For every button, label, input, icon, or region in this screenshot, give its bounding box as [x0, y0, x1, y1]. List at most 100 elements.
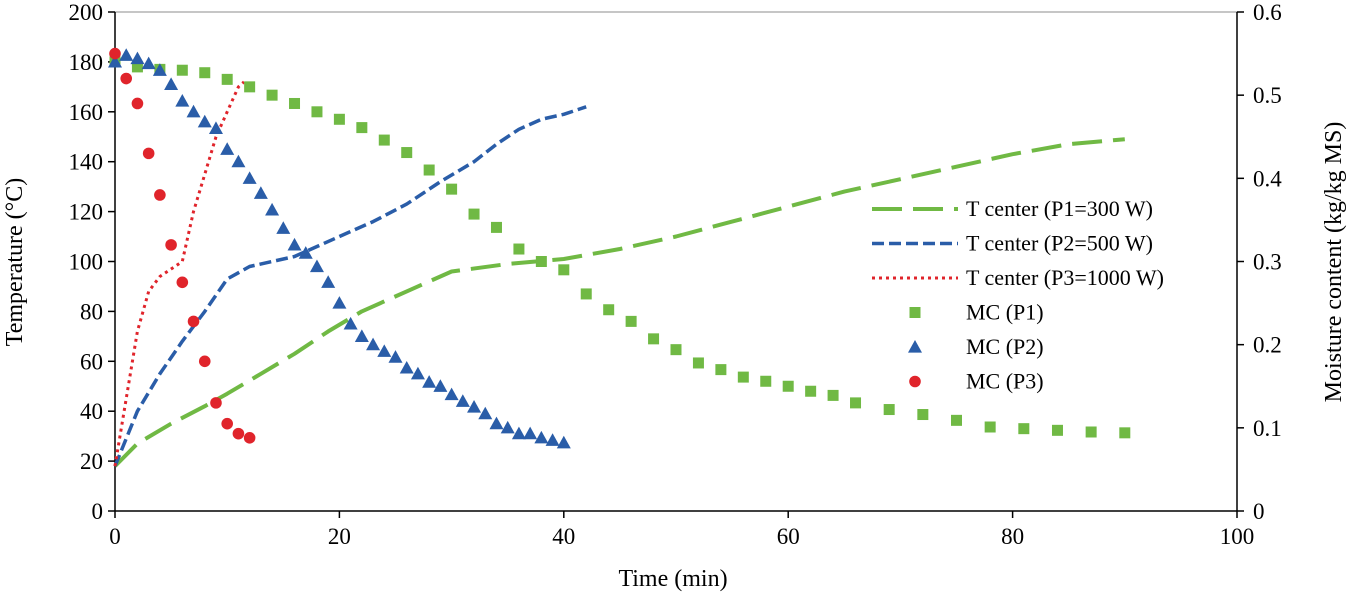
series-line-t-center-p1-300-w [113, 137, 1125, 468]
y2-tick-label: 0.2 [1253, 333, 1282, 358]
data-point-mc-p1 [580, 288, 592, 300]
data-point-mc-p1 [266, 89, 278, 101]
data-point-mc-p3 [131, 97, 144, 110]
x-tick-label: 80 [1001, 524, 1024, 549]
data-point-mc-p1 [670, 344, 682, 356]
y-tick-label: 80 [80, 299, 103, 324]
series-line-t-center-p3-1000-w [113, 80, 245, 467]
data-point-mc-p2 [343, 316, 358, 330]
data-point-mc-p1 [446, 183, 458, 195]
data-point-mc-p2 [253, 186, 268, 199]
data-point-mc-p1 [311, 106, 323, 118]
data-point-mc-p3 [198, 355, 211, 368]
y2-tick-label: 0.4 [1253, 166, 1282, 191]
data-point-mc-p1 [356, 122, 368, 134]
data-point-mc-p2 [287, 237, 302, 251]
data-point-mc-p2 [231, 154, 246, 168]
y-tick-label: 120 [69, 200, 104, 225]
data-point-mc-p2 [500, 420, 515, 434]
data-point-mc-p2 [478, 406, 493, 420]
data-point-mc-p2 [523, 426, 538, 440]
data-point-mc-p3 [142, 147, 155, 160]
data-point-mc-p1 [199, 67, 211, 79]
y-axis-title: Temperature (°C) [2, 178, 28, 347]
series-t-center-p1-300-w [113, 137, 1125, 468]
data-point-mc-p1 [603, 304, 615, 316]
y-tick-label: 60 [80, 349, 103, 374]
data-point-mc-p1 [984, 421, 996, 433]
data-point-mc-p3 [232, 427, 245, 440]
data-point-mc-p2 [354, 329, 369, 342]
data-point-mc-p3 [154, 189, 166, 201]
data-point-mc-p3 [176, 276, 189, 289]
data-point-mc-p2 [265, 202, 280, 216]
data-point-mc-p3 [243, 432, 256, 444]
data-point-mc-p1 [176, 64, 188, 76]
y2-tick-label: 0.5 [1253, 83, 1282, 108]
data-point-mc-p1 [737, 371, 749, 383]
data-point-mc-p1 [782, 380, 794, 392]
y2-tick-label: 0.1 [1253, 416, 1282, 441]
data-point-mc-p3 [120, 72, 133, 85]
legend-label-mc-p2: MC (P2) [966, 334, 1044, 359]
data-point-mc-p1 [244, 81, 256, 93]
data-point-mc-p1 [378, 134, 390, 146]
series-line-t-center-p2-500-w [113, 105, 587, 467]
legend: T center (P1=300 W) T center (P2=500 W) T … [872, 196, 1164, 394]
data-point-mc-p1 [1051, 424, 1063, 436]
data-point-mc-p2 [556, 435, 571, 449]
x-tick-label: 20 [328, 524, 351, 549]
data-point-mc-p3 [210, 397, 222, 409]
data-point-mc-p2 [489, 416, 504, 430]
data-point-mc-p3 [187, 315, 200, 328]
data-point-mc-p2 [455, 394, 470, 407]
legend-key-mc-p3 [909, 375, 921, 388]
data-point-mc-p2 [164, 77, 179, 90]
data-point-mc-p2 [220, 142, 235, 155]
data-point-mc-p2 [366, 337, 381, 351]
axes: 0 20 40 60 80 1000204060801001201401601802000… [69, 0, 1283, 549]
series-t-center-p3-1000-w [113, 80, 245, 467]
data-point-mc-p1 [805, 385, 817, 397]
data-point-mc-p2 [511, 426, 526, 440]
x-tick-label: 0 [109, 524, 121, 549]
data-point-mc-p2 [186, 104, 201, 118]
y-tick-label: 20 [80, 449, 103, 474]
data-point-mc-p1 [1119, 427, 1131, 439]
data-point-mc-p2 [208, 121, 223, 135]
legend-key-mc-p1 [909, 307, 921, 318]
data-point-mc-p2 [242, 171, 257, 184]
data-point-mc-p2 [377, 344, 392, 357]
data-point-mc-p1 [513, 243, 525, 255]
data-point-mc-p2 [399, 360, 414, 374]
data-point-mc-p1 [401, 147, 413, 159]
series-layer [108, 47, 1131, 468]
data-point-mc-p2 [141, 56, 156, 70]
data-point-mc-p1 [648, 333, 660, 345]
data-point-mc-p1 [333, 113, 345, 125]
legend-label-t-center-p1-300-w: T center (P1=300 W) [966, 196, 1153, 221]
data-point-mc-p2 [467, 400, 482, 413]
data-point-mc-p1 [883, 404, 895, 416]
data-point-mc-p2 [410, 366, 425, 380]
data-point-mc-p1 [951, 414, 962, 426]
data-point-mc-p2 [444, 387, 459, 401]
x-tick-label: 40 [552, 524, 575, 549]
data-point-mc-p2 [130, 51, 145, 65]
y-tick-label: 200 [69, 0, 104, 25]
data-point-mc-p1 [468, 208, 480, 220]
series-mc-p3 [109, 47, 256, 444]
data-point-mc-p2 [545, 433, 560, 446]
data-point-mc-p2 [309, 259, 324, 273]
data-point-mc-p1 [423, 164, 435, 176]
data-point-mc-p3 [165, 239, 177, 251]
data-point-mc-p2 [152, 63, 167, 76]
data-point-mc-p3 [109, 47, 121, 60]
data-point-mc-p2 [108, 54, 122, 68]
data-point-mc-p1 [1018, 423, 1030, 435]
x-tick-label: 100 [1220, 524, 1255, 549]
data-point-mc-p1 [692, 357, 704, 369]
data-point-mc-p1 [917, 409, 929, 421]
y2-tick-label: 0.3 [1253, 250, 1282, 275]
y-tick-label: 40 [80, 399, 103, 424]
